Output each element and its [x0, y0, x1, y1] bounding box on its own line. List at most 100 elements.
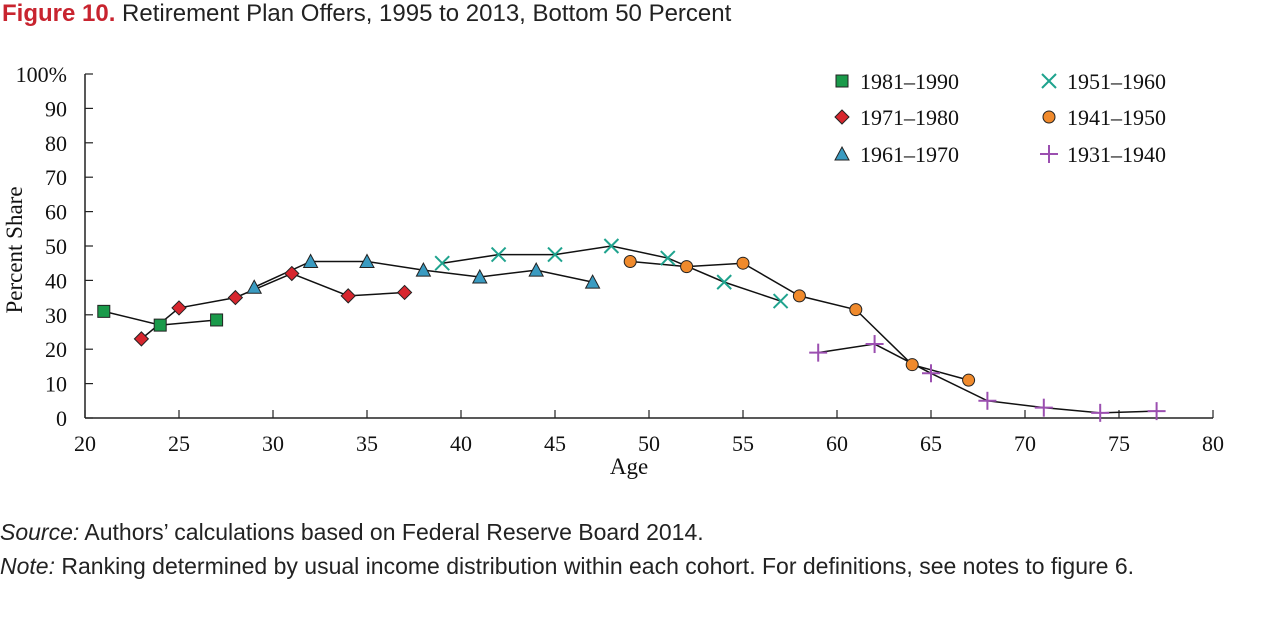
y-tick-label: 40 [45, 268, 67, 293]
legend-label: 1981–1990 [860, 69, 959, 94]
data-point [716, 274, 732, 290]
data-point [922, 364, 940, 383]
data-point [792, 289, 806, 303]
figure-label: Figure 10. [2, 0, 116, 27]
data-point [302, 253, 319, 268]
data-point [396, 284, 413, 301]
data-point [1147, 402, 1166, 421]
y-axis-label: Percent Share [2, 186, 27, 313]
data-point [772, 293, 789, 309]
data-point [978, 391, 997, 410]
data-point [133, 331, 150, 347]
data-point [865, 335, 884, 354]
legend-marker [1041, 73, 1057, 89]
data-point [584, 274, 601, 289]
data-point [227, 289, 244, 306]
legend-marker [835, 74, 849, 88]
legend-item: 1931–1940 [1040, 142, 1166, 167]
y-tick-label: 80 [45, 131, 67, 156]
x-tick-label: 20 [74, 431, 96, 456]
x-tick-label: 35 [356, 431, 378, 456]
series-markers-1971–1980 [133, 265, 413, 347]
data-point [603, 238, 620, 254]
series-line [140, 272, 405, 340]
x-tick-label: 50 [638, 431, 660, 456]
figure-title: Figure 10. Retirement Plan Offers, 1995 … [2, 0, 731, 28]
legend-label: 1951–1960 [1067, 69, 1166, 94]
data-point [1034, 398, 1053, 417]
data-point [623, 254, 637, 268]
y-tick-label: 50 [45, 234, 67, 259]
plot-area [97, 238, 1166, 422]
series-1951–1960 [442, 245, 781, 302]
data-point [210, 313, 224, 327]
data-point [547, 246, 563, 263]
x-tick-label: 45 [544, 431, 566, 456]
data-point [246, 279, 263, 294]
series-markers-1941–1950 [623, 254, 976, 387]
data-point [962, 373, 976, 387]
data-point [471, 268, 488, 284]
data-point [97, 304, 111, 318]
data-point [905, 358, 919, 372]
x-tick-label: 25 [168, 431, 190, 456]
data-point [153, 318, 167, 332]
data-point [434, 255, 450, 271]
data-point [849, 303, 863, 317]
series-markers-1961–1970 [246, 253, 601, 294]
series-markers-1981–1990 [97, 304, 224, 332]
source-label: Source: [0, 519, 80, 545]
x-axis-label: Age [610, 454, 648, 479]
legend-item: 1971–1980 [834, 105, 959, 130]
figure-title-text: Retirement Plan Offers, 1995 to 2013, Bo… [122, 0, 732, 27]
data-point [528, 262, 545, 277]
legend-item: 1961–1970 [834, 142, 959, 167]
data-point [340, 288, 356, 304]
legend-label: 1961–1970 [860, 142, 959, 167]
tick-labels: 0 10 20 30 40 50 60 70 80 90 100% 20 25 30 35 40 45 50 55 6… [16, 62, 1224, 456]
x-tick-label: 55 [732, 431, 754, 456]
data-point [680, 260, 694, 274]
legend-marker [834, 145, 850, 161]
y-tick-label: 70 [45, 165, 67, 190]
y-tick-label: 20 [45, 337, 67, 362]
note-text: Ranking determined by usual income distr… [54, 553, 1135, 579]
data-point [736, 256, 750, 270]
y-tick-label: 30 [45, 303, 67, 328]
data-point [660, 250, 676, 266]
series-markers-1951–1960 [434, 238, 789, 309]
x-tick-label: 60 [826, 431, 848, 456]
y-tick-label: 10 [45, 372, 67, 397]
data-point [171, 300, 187, 316]
y-tick-label: 90 [45, 96, 67, 121]
x-tick-label: 80 [1202, 431, 1224, 456]
legend-marker [1040, 145, 1058, 163]
legend-marker [1042, 110, 1056, 124]
x-tick-label: 70 [1014, 431, 1036, 456]
data-point [1091, 403, 1110, 422]
legend-marker [834, 109, 850, 125]
data-point [490, 246, 507, 263]
note: Note: Ranking determined by usual income… [0, 550, 1280, 582]
legend-item: 1951–1960 [1041, 69, 1166, 94]
legend-item: 1981–1990 [835, 69, 959, 94]
legend-label: 1971–1980 [860, 105, 959, 130]
legend-label: 1931–1940 [1067, 142, 1166, 167]
x-tick-label: 65 [920, 431, 942, 456]
y-tick-label: 100% [16, 62, 67, 87]
x-tick-label: 75 [1108, 431, 1130, 456]
data-point [359, 253, 375, 268]
data-point [284, 265, 300, 282]
legend-label: 1941–1950 [1067, 105, 1166, 130]
source-note: Source: Authors’ calculations based on F… [0, 516, 1280, 548]
source-text: Authors’ calculations based on Federal R… [79, 519, 704, 545]
data-point [415, 262, 432, 277]
chart: 0 10 20 30 40 50 60 70 80 90 100% 20 25 30 35 40 45 50 55 6… [2, 62, 1224, 479]
series-markers-1931–1940 [809, 335, 1166, 422]
x-tick-label: 30 [262, 431, 284, 456]
legend-item: 1941–1950 [1042, 105, 1166, 130]
series-line [442, 245, 781, 302]
data-point [809, 343, 828, 362]
y-tick-label: 0 [56, 406, 67, 431]
axes [84, 73, 1214, 419]
